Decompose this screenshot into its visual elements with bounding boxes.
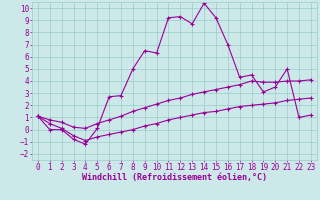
X-axis label: Windchill (Refroidissement éolien,°C): Windchill (Refroidissement éolien,°C) bbox=[82, 173, 267, 182]
